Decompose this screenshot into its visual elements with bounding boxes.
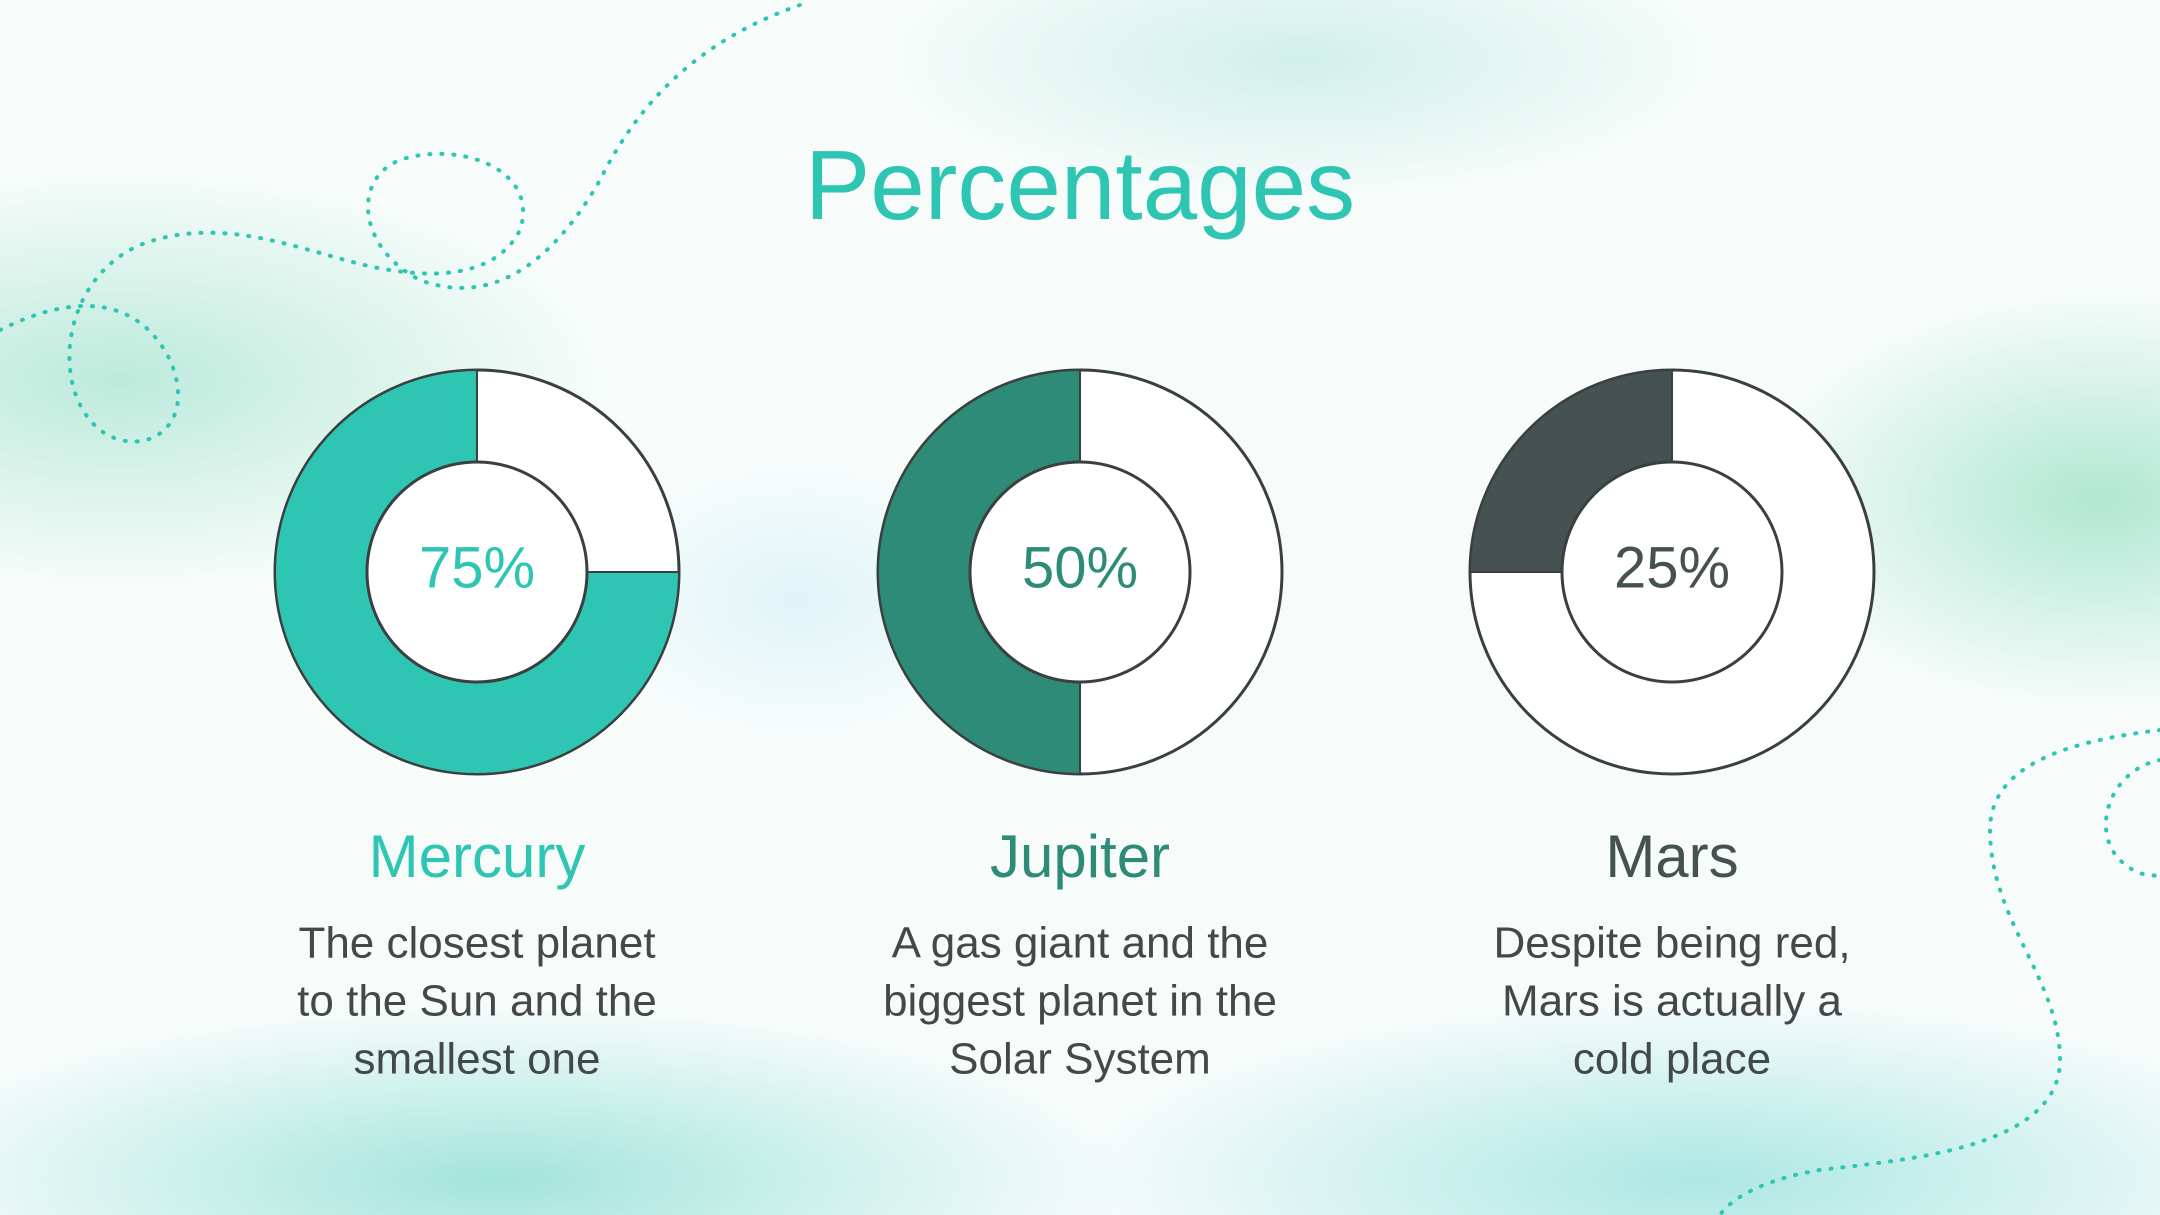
planet-description: biggest planet in the xyxy=(883,977,1277,1026)
planet-description: Solar System xyxy=(949,1035,1211,1084)
planet-description: The closest planet xyxy=(298,919,655,968)
slide-title: Percentages xyxy=(805,130,1355,240)
planet-description: Mars is actually a xyxy=(1502,977,1842,1026)
donut-hole xyxy=(968,460,1192,684)
value-label: 50% xyxy=(1022,535,1138,600)
value-label: 75% xyxy=(419,535,535,600)
planet-description: to the Sun and the xyxy=(297,977,657,1026)
planet-name: Mars xyxy=(1605,823,1738,890)
planet-description: Despite being red, xyxy=(1493,919,1850,968)
donut-hole xyxy=(1560,460,1784,684)
planet-description: smallest one xyxy=(353,1035,600,1084)
value-label: 25% xyxy=(1614,535,1730,600)
decoration xyxy=(0,3,2160,1215)
planet-name: Jupiter xyxy=(990,823,1170,890)
planet-name: Mercury xyxy=(369,823,586,890)
planet-description: cold place xyxy=(1573,1035,1771,1084)
planet-description: A gas giant and the xyxy=(892,919,1269,968)
donut-hole xyxy=(365,460,589,684)
